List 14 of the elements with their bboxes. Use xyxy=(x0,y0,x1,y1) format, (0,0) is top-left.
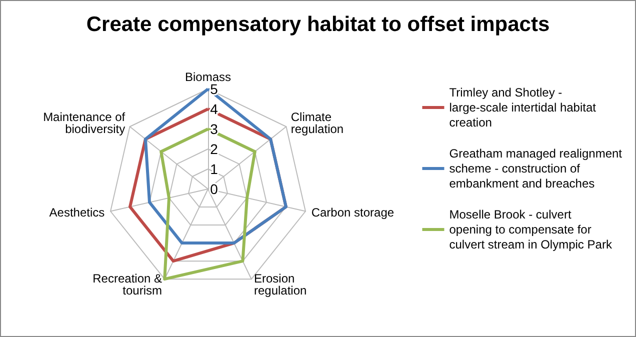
spoke-label: Carbon storage xyxy=(311,206,394,220)
spoke-label: Erosion regulation xyxy=(254,272,307,298)
legend-label: Moselle Brook - culvert opening to compensate for culvert stream in Olympic Park xyxy=(449,208,613,252)
spoke-label: Recreation & tourism xyxy=(92,272,162,298)
legend-label: Trimley and Shotley - large-scale intertidal habitat creation xyxy=(449,86,597,130)
spoke-label: Aesthetics xyxy=(49,206,105,220)
spoke-label: Climate regulation xyxy=(290,110,344,136)
legend-label: Greatham managed realignment scheme - construction of embankment and breaches xyxy=(449,146,623,190)
spoke-label: Maintenance of biodiversity xyxy=(43,110,126,136)
y-tick-label: 0 xyxy=(210,181,218,197)
chart-title: Create compensatory habitat to offset impacts xyxy=(86,13,550,36)
spoke-label: Biomass xyxy=(184,70,232,84)
y-tick-label: 2 xyxy=(210,141,218,157)
y-tick-label: 1 xyxy=(210,161,218,177)
